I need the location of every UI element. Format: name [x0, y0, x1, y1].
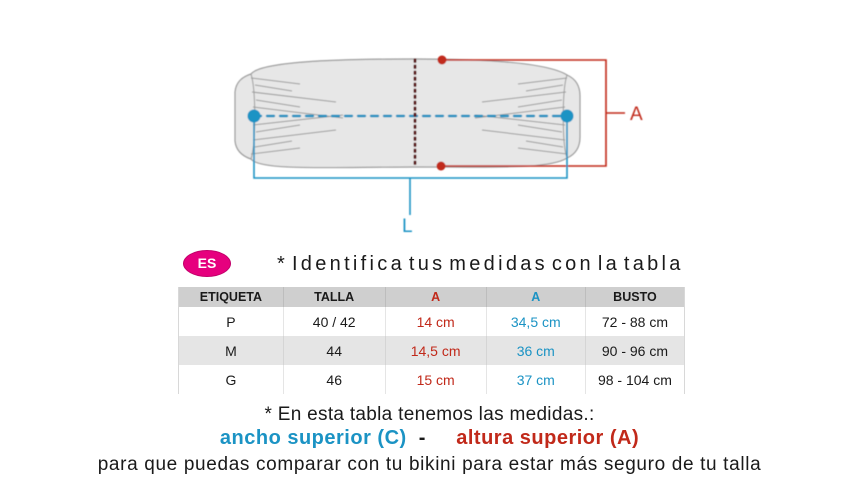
svg-text:L: L [402, 216, 413, 237]
svg-text:A: A [630, 104, 643, 125]
